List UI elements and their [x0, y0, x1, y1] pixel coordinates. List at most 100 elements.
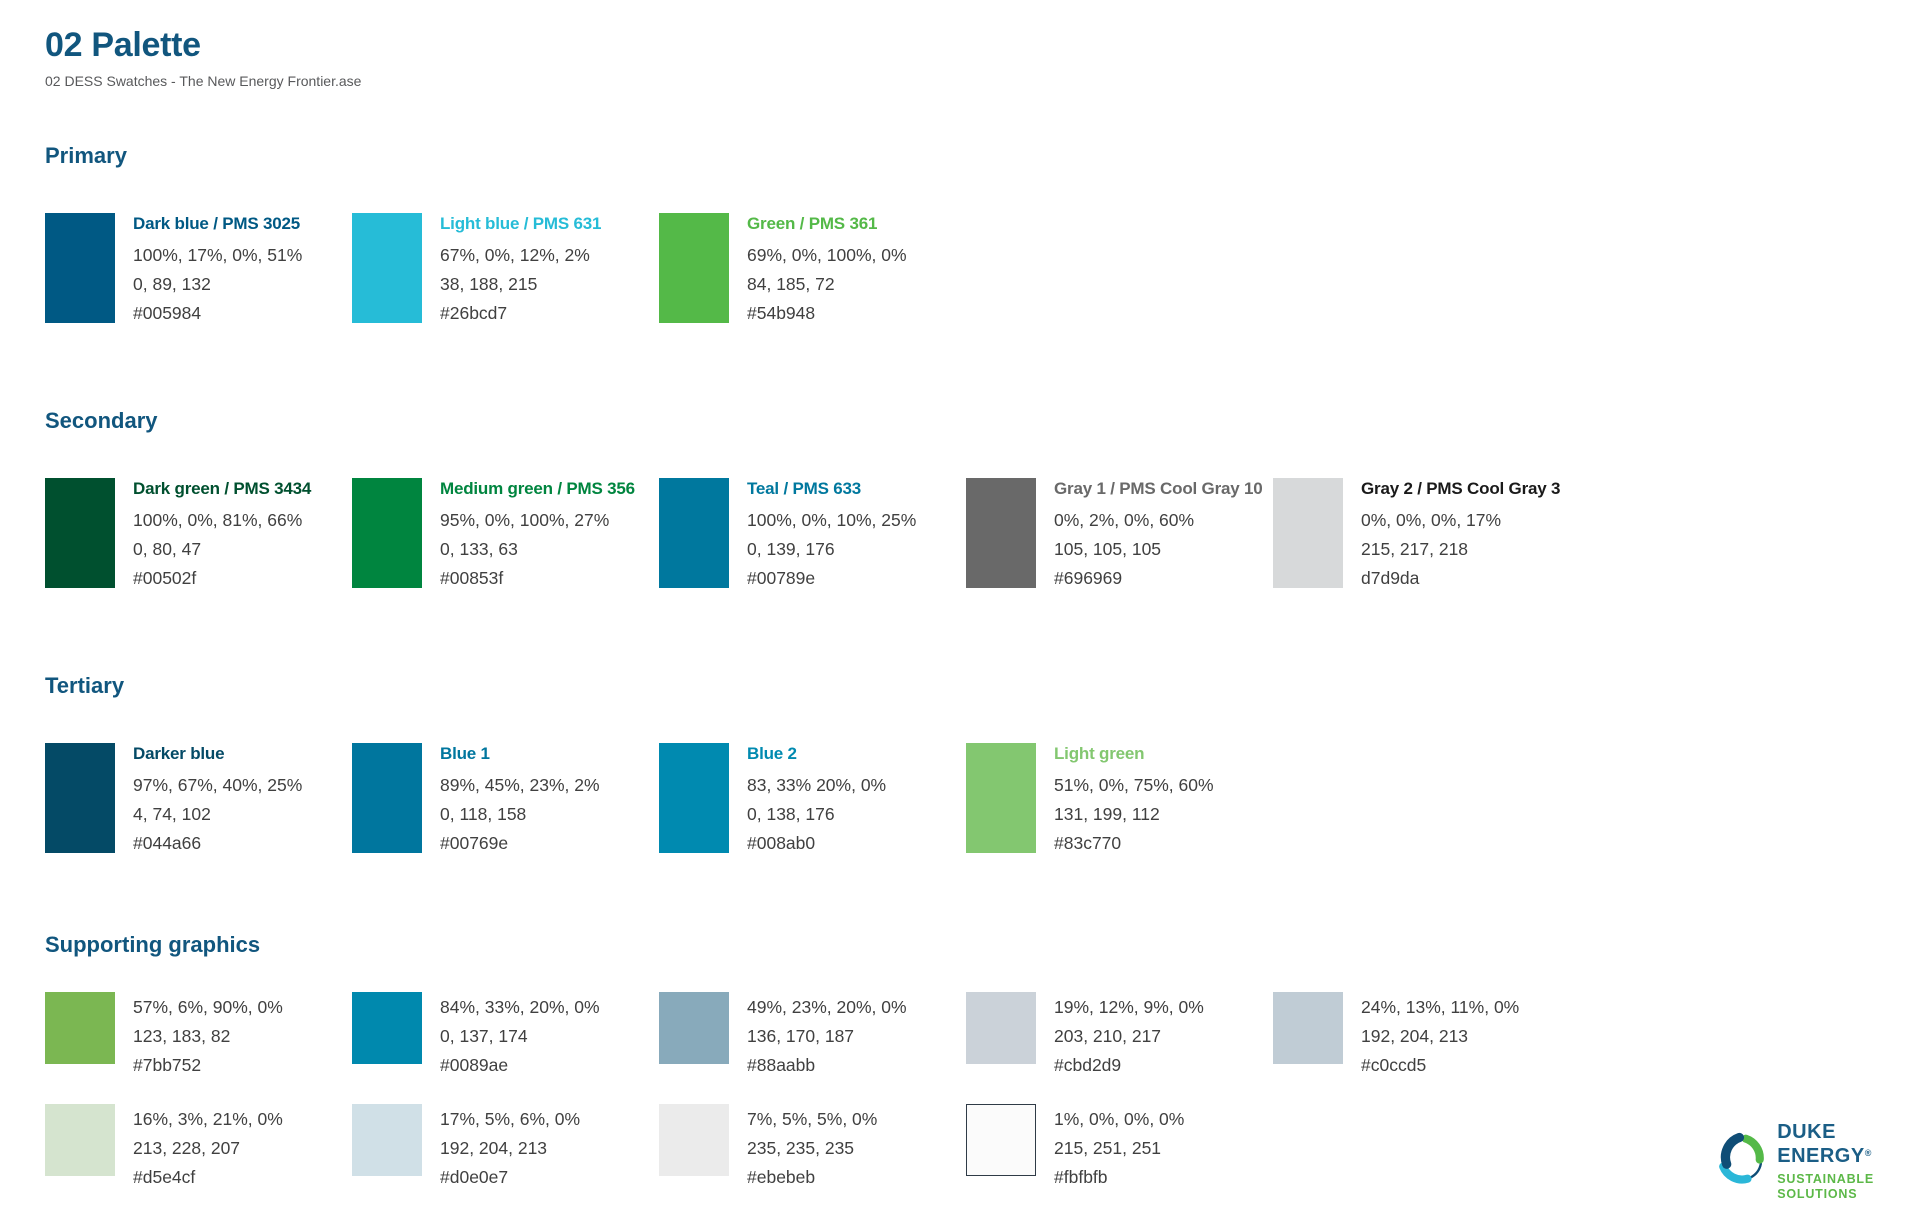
hex-value: #fbfbfb: [1054, 1167, 1108, 1187]
rgb-value: 0, 80, 47: [133, 539, 202, 559]
page-title: 02 Palette: [45, 26, 201, 64]
rgb-value: 131, 199, 112: [1054, 804, 1160, 824]
section-heading-supporting: Supporting graphics: [45, 932, 261, 957]
cmyk-value: 89%, 45%, 23%, 2%: [440, 775, 600, 795]
supporting-swatch-row-2: 16%, 3%, 21%, 0% 213, 228, 207 #d5e4cf 1…: [45, 1104, 1914, 1192]
duke-energy-logo: DUKE ENERGY® SUSTAINABLE SOLUTIONS: [1711, 1122, 1874, 1202]
color-box: [659, 1104, 729, 1176]
swatch-darker-blue: Darker blue 97%, 67%, 40%, 25% 4, 74, 10…: [45, 743, 352, 858]
swatch-name: Teal / PMS 633: [747, 479, 862, 498]
color-box: [45, 213, 115, 323]
hex-value: #00789e: [747, 568, 816, 588]
hex-value: #0089ae: [440, 1055, 509, 1075]
hex-value: #d0e0e7: [440, 1167, 509, 1187]
cmyk-value: 97%, 67%, 40%, 25%: [133, 775, 303, 795]
page-subtitle: 02 DESS Swatches - The New Energy Fronti…: [45, 73, 362, 89]
color-box: [45, 478, 115, 588]
color-box: [659, 213, 729, 323]
rgb-value: 0, 138, 176: [747, 804, 835, 824]
swatch-dark-blue: Dark blue / PMS 3025 100%, 17%, 0%, 51% …: [45, 213, 352, 328]
rgb-value: 0, 89, 132: [133, 274, 211, 294]
cmyk-value: 19%, 12%, 9%, 0%: [1054, 997, 1204, 1017]
section-heading-primary: Primary: [45, 143, 127, 168]
hex-value: #cbd2d9: [1054, 1055, 1122, 1075]
color-box: [1273, 478, 1343, 588]
hex-value: #008ab0: [747, 833, 816, 853]
rgb-value: 213, 228, 207: [133, 1138, 241, 1158]
hex-value: #044a66: [133, 833, 202, 853]
swatch-medium-green: Medium green / PMS 356 95%, 0%, 100%, 27…: [352, 478, 659, 593]
section-heading-secondary: Secondary: [45, 408, 158, 433]
color-box: [352, 213, 422, 323]
swatch-support-light-gray-blue: 19%, 12%, 9%, 0% 203, 210, 217 #cbd2d9: [966, 992, 1273, 1080]
color-box: [966, 478, 1036, 588]
primary-swatch-row: Dark blue / PMS 3025 100%, 17%, 0%, 51% …: [45, 213, 1914, 328]
swatch-blue-1: Blue 1 89%, 45%, 23%, 2% 0, 118, 158 #00…: [352, 743, 659, 858]
cmyk-value: 83, 33% 20%, 0%: [747, 775, 887, 795]
color-box: [352, 1104, 422, 1176]
supporting-swatch-row-1: 57%, 6%, 90%, 0% 123, 183, 82 #7bb752 84…: [45, 992, 1914, 1080]
cmyk-value: 57%, 6%, 90%, 0%: [133, 997, 283, 1017]
swatch-name: Light blue / PMS 631: [440, 214, 602, 233]
swatch-name: Gray 1 / PMS Cool Gray 10: [1054, 479, 1263, 498]
swatch-support-gray-blue: 24%, 13%, 11%, 0% 192, 204, 213 #c0ccd5: [1273, 992, 1580, 1080]
rgb-value: 0, 133, 63: [440, 539, 518, 559]
rgb-value: 84, 185, 72: [747, 274, 835, 294]
hex-value: #00502f: [133, 568, 197, 588]
swatch-green: Green / PMS 361 69%, 0%, 100%, 0% 84, 18…: [659, 213, 966, 328]
swatch-dark-green: Dark green / PMS 3434 100%, 0%, 81%, 66%…: [45, 478, 352, 593]
hex-value: #7bb752: [133, 1055, 202, 1075]
swatch-support-pale-blue: 17%, 5%, 6%, 0% 192, 204, 213 #d0e0e7: [352, 1104, 659, 1192]
swatch-name: Green / PMS 361: [747, 214, 878, 233]
rgb-value: 203, 210, 217: [1054, 1026, 1162, 1046]
cmyk-value: 69%, 0%, 100%, 0%: [747, 245, 907, 265]
tertiary-swatch-row: Darker blue 97%, 67%, 40%, 25% 4, 74, 10…: [45, 743, 1914, 858]
hex-value: #c0ccd5: [1361, 1055, 1427, 1075]
swatch-gray-1: Gray 1 / PMS Cool Gray 10 0%, 2%, 0%, 60…: [966, 478, 1273, 593]
swatch-gray-2: Gray 2 / PMS Cool Gray 3 0%, 0%, 0%, 17%…: [1273, 478, 1580, 593]
rgb-value: 0, 137, 174: [440, 1026, 528, 1046]
rgb-value: 215, 217, 218: [1361, 539, 1469, 559]
swatch-support-pale-green: 16%, 3%, 21%, 0% 213, 228, 207 #d5e4cf: [45, 1104, 352, 1192]
swatch-support-teal: 84%, 33%, 20%, 0% 0, 137, 174 #0089ae: [352, 992, 659, 1080]
logo-name-line-2: ENERGY®: [1777, 1145, 1872, 1167]
color-box: [966, 992, 1036, 1064]
cmyk-value: 16%, 3%, 21%, 0%: [133, 1109, 283, 1129]
swatch-name: Medium green / PMS 356: [440, 479, 635, 498]
swatch-name: Dark blue / PMS 3025: [133, 214, 301, 233]
cmyk-value: 24%, 13%, 11%, 0%: [1361, 997, 1520, 1017]
swatch-name: Gray 2 / PMS Cool Gray 3: [1361, 479, 1561, 498]
rgb-value: 235, 235, 235: [747, 1138, 855, 1158]
rgb-value: 215, 251, 251: [1054, 1138, 1162, 1158]
color-box: [352, 743, 422, 853]
hex-value: #88aabb: [747, 1055, 816, 1075]
color-box: [966, 1104, 1036, 1176]
rgb-value: 105, 105, 105: [1054, 539, 1162, 559]
logo-sub-line-2: SOLUTIONS: [1777, 1187, 1858, 1201]
hex-value: #83c770: [1054, 833, 1122, 853]
cmyk-value: 67%, 0%, 12%, 2%: [440, 245, 590, 265]
swatch-name: Light green: [1054, 744, 1145, 763]
cmyk-value: 51%, 0%, 75%, 60%: [1054, 775, 1214, 795]
swatch-support-steel-blue: 49%, 23%, 20%, 0% 136, 170, 187 #88aabb: [659, 992, 966, 1080]
rgb-value: 4, 74, 102: [133, 804, 211, 824]
cmyk-value: 17%, 5%, 6%, 0%: [440, 1109, 581, 1129]
registered-mark: ®: [1864, 1148, 1872, 1158]
hex-value: #005984: [133, 303, 202, 323]
section-heading-tertiary: Tertiary: [45, 673, 125, 698]
cmyk-value: 7%, 5%, 5%, 0%: [747, 1109, 878, 1129]
swatch-teal: Teal / PMS 633 100%, 0%, 10%, 25% 0, 139…: [659, 478, 966, 593]
hex-value: #ebebeb: [747, 1167, 816, 1187]
color-box: [352, 478, 422, 588]
swatch-name: Blue 2: [747, 744, 797, 763]
rgb-value: 192, 204, 213: [1361, 1026, 1469, 1046]
logo-sub-line-1: SUSTAINABLE: [1777, 1172, 1874, 1186]
cmyk-value: 0%, 0%, 0%, 17%: [1361, 510, 1502, 530]
color-box: [45, 992, 115, 1064]
swatch-support-green: 57%, 6%, 90%, 0% 123, 183, 82 #7bb752: [45, 992, 352, 1080]
swatch-light-green: Light green 51%, 0%, 75%, 60% 131, 199, …: [966, 743, 1273, 858]
color-box: [659, 743, 729, 853]
cmyk-value: 100%, 0%, 10%, 25%: [747, 510, 917, 530]
color-box: [966, 743, 1036, 853]
swatch-support-near-white: 1%, 0%, 0%, 0% 215, 251, 251 #fbfbfb: [966, 1104, 1273, 1192]
